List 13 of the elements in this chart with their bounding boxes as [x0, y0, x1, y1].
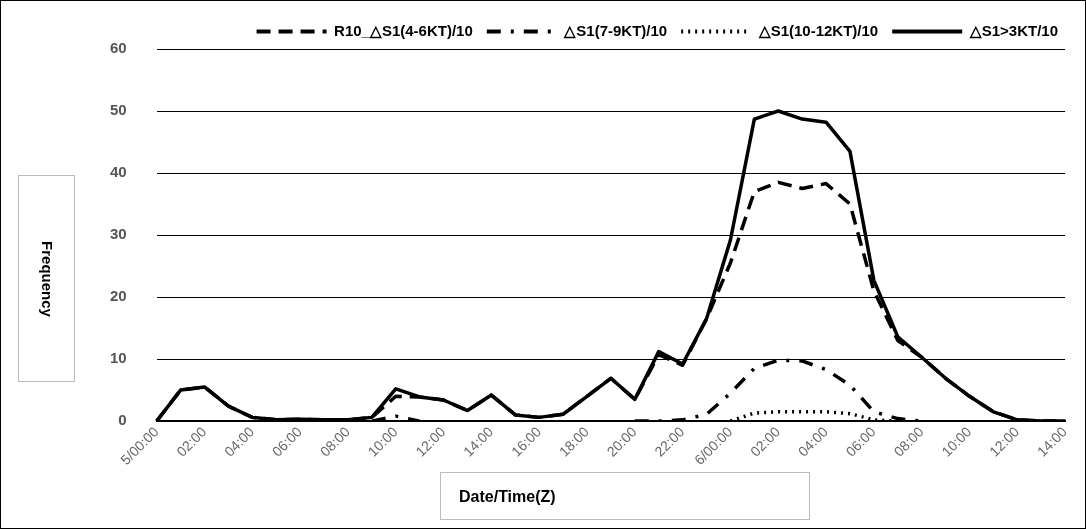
y-tick-label: 30 — [110, 225, 127, 243]
y-tick-label: 0 — [118, 411, 127, 429]
y-tick-label: 10 — [110, 349, 127, 367]
y-tick-label: 40 — [110, 163, 127, 181]
legend-label: △S1(7-9KT)/10 — [563, 21, 668, 39]
legend-label: R10_△S1(4-6KT)/10 — [334, 21, 473, 39]
y-tick-label: 60 — [110, 39, 127, 57]
legend-label: △S1>3KT/10 — [968, 21, 1058, 39]
y-tick-label: 50 — [110, 101, 127, 119]
x-axis-title: Date/Time(Z) — [440, 472, 810, 520]
y-axis-title: Frequency — [38, 240, 55, 317]
y-tick-label: 20 — [110, 287, 127, 305]
legend-label: △S1(10-12KT)/10 — [757, 21, 879, 39]
